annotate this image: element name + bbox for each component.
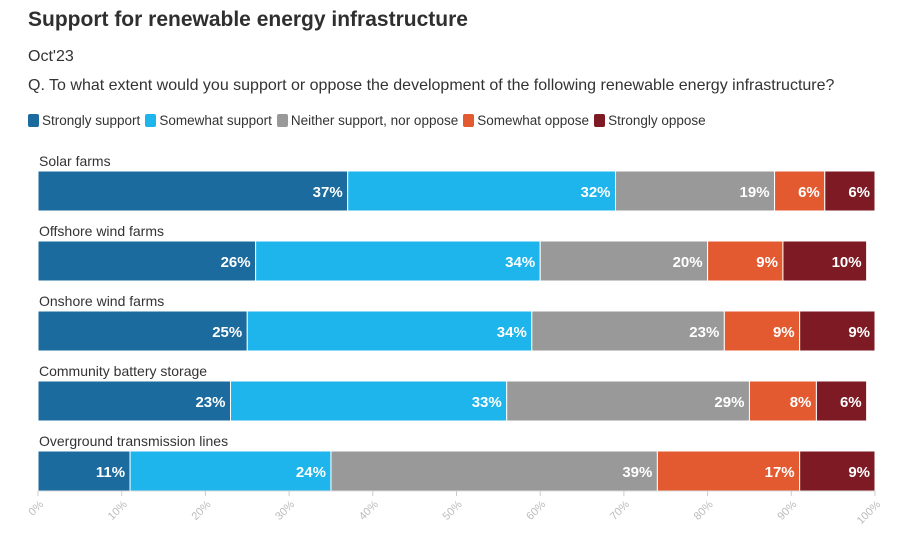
category-label: Overground transmission lines xyxy=(39,433,228,449)
data-label: 9% xyxy=(848,324,870,341)
data-label: 11% xyxy=(96,464,125,481)
data-label: 9% xyxy=(756,254,778,271)
bar-segment xyxy=(37,170,349,212)
legend-item: Strongly oppose xyxy=(594,113,706,128)
bar-segment xyxy=(531,310,725,352)
data-label: 26% xyxy=(221,254,251,271)
data-label: 9% xyxy=(848,464,870,481)
bar-segment xyxy=(255,240,541,282)
bar-segment xyxy=(782,240,868,282)
data-label: 6% xyxy=(840,394,862,411)
bar-segment xyxy=(707,240,784,282)
data-label: 34% xyxy=(497,324,527,341)
legend-swatch xyxy=(463,114,475,127)
bar-segment xyxy=(799,450,876,492)
legend-label: Somewhat support xyxy=(159,113,272,128)
data-label: 34% xyxy=(505,254,535,271)
data-label: 17% xyxy=(765,464,795,481)
bar-segment xyxy=(506,380,750,422)
bar-segment xyxy=(656,450,801,492)
bar-segment xyxy=(37,450,131,492)
data-label: 19% xyxy=(740,184,770,201)
data-label: 8% xyxy=(790,394,812,411)
legend-swatch xyxy=(276,114,288,127)
chart-title: Support for renewable energy infrastruct… xyxy=(28,8,468,31)
x-tick-label: 0% xyxy=(26,498,46,518)
category-label: Community battery storage xyxy=(39,363,207,379)
x-tick-label: 70% xyxy=(608,498,632,522)
x-tick-label: 100% xyxy=(855,498,884,527)
bar-segment xyxy=(824,170,876,212)
data-label: 20% xyxy=(673,254,703,271)
legend-swatch xyxy=(28,114,39,127)
x-tick-label: 80% xyxy=(692,498,716,522)
category-label: Solar farms xyxy=(39,153,111,169)
legend: Strongly support Somewhat support Neither … xyxy=(28,113,711,128)
category-label: Onshore wind farms xyxy=(39,293,164,309)
bar-segment xyxy=(815,380,868,422)
chart-subtitle: Oct'23 xyxy=(28,48,74,65)
bar-segment xyxy=(230,380,508,422)
data-label: 24% xyxy=(296,464,326,481)
x-tick-label: 10% xyxy=(106,498,130,522)
legend-item: Somewhat support xyxy=(145,113,272,128)
data-label: 32% xyxy=(580,184,610,201)
x-tick-label: 50% xyxy=(441,498,465,522)
data-label: 37% xyxy=(313,184,343,201)
legend-item: Somewhat oppose xyxy=(463,113,589,128)
bar-segment xyxy=(37,380,232,422)
legend-label: Strongly support xyxy=(42,113,141,128)
bar-segment xyxy=(799,310,876,352)
data-label: 23% xyxy=(195,394,225,411)
bar-segment xyxy=(539,240,709,282)
data-label: 33% xyxy=(472,394,502,411)
data-label: 9% xyxy=(773,324,795,341)
data-label: 39% xyxy=(622,464,652,481)
x-tick-label: 40% xyxy=(357,498,381,522)
bar-segment xyxy=(246,310,533,352)
legend-item: Neither support, nor oppose xyxy=(276,113,459,128)
data-label: 6% xyxy=(848,184,870,201)
bar-segment xyxy=(347,170,617,212)
data-label: 10% xyxy=(832,254,862,271)
x-tick-label: 90% xyxy=(775,498,799,522)
data-label: 23% xyxy=(689,324,719,341)
legend-swatch xyxy=(145,114,157,127)
data-label: 25% xyxy=(212,324,242,341)
bar-segment xyxy=(615,170,776,212)
legend-swatch xyxy=(594,114,606,127)
legend-item: Strongly support xyxy=(28,113,140,128)
category-label: Offshore wind farms xyxy=(39,223,164,239)
bar-segment xyxy=(330,450,658,492)
bar-segment xyxy=(37,240,257,282)
x-tick-label: 20% xyxy=(189,498,213,522)
legend-label: Strongly oppose xyxy=(608,113,706,128)
data-label: 6% xyxy=(798,184,820,201)
legend-label: Neither support, nor oppose xyxy=(290,113,459,128)
survey-question: Q. To what extent would you support or o… xyxy=(28,77,835,94)
x-tick-label: 60% xyxy=(524,498,548,522)
legend-label: Somewhat oppose xyxy=(477,113,590,128)
data-label: 29% xyxy=(714,394,744,411)
bar-segment xyxy=(37,310,248,352)
x-tick-label: 30% xyxy=(273,498,297,522)
bar-segment xyxy=(748,380,817,422)
